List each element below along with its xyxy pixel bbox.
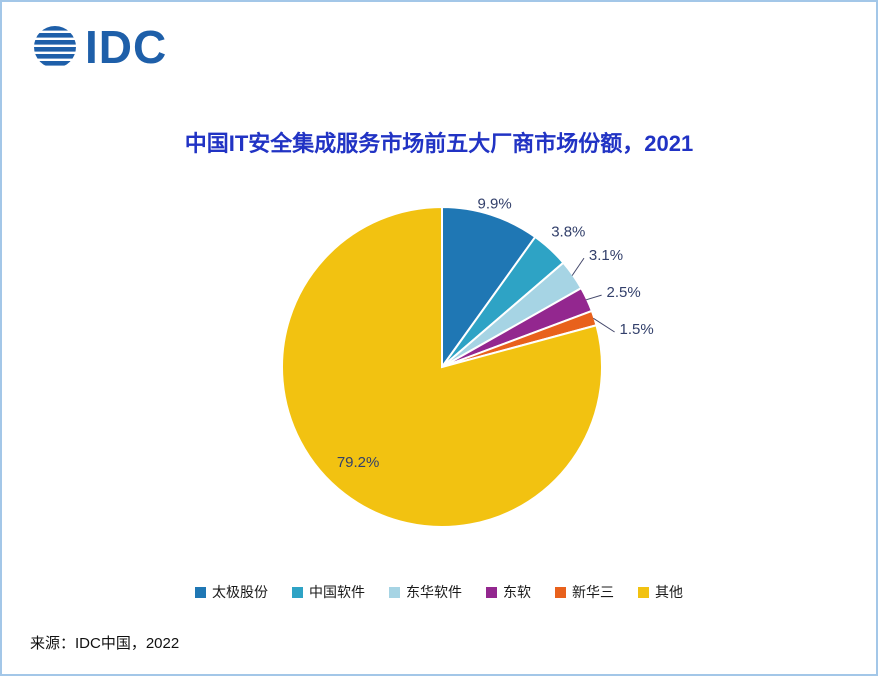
- slice-label-1.5%: 1.5%: [619, 321, 653, 338]
- legend-item-太极股份: 太极股份: [195, 582, 268, 602]
- legend-label: 太极股份: [212, 584, 268, 600]
- slice-label-3.1%: 3.1%: [589, 247, 623, 264]
- legend-label: 其他: [655, 584, 683, 600]
- legend-label: 中国软件: [309, 584, 365, 600]
- idc-globe-icon: [34, 26, 76, 66]
- legend-swatch: [195, 586, 206, 598]
- legend-swatch: [292, 586, 303, 598]
- slice-label-9.9%: 9.9%: [477, 195, 511, 212]
- idc-logo: IDC: [32, 24, 167, 70]
- slice-label-3.8%: 3.8%: [551, 223, 585, 240]
- legend-swatch: [486, 586, 497, 598]
- label-leader-line: [571, 257, 585, 276]
- legend-item-新华三: 新华三: [555, 582, 614, 602]
- legend-swatch: [555, 586, 566, 598]
- legend-label: 东华软件: [406, 584, 462, 600]
- legend-item-东华软件: 东华软件: [389, 582, 462, 602]
- slice-label-79.2%: 79.2%: [337, 454, 380, 471]
- idc-logo-text: IDC: [85, 21, 168, 73]
- legend-item-东软: 东软: [486, 582, 531, 602]
- legend-swatch: [638, 586, 649, 598]
- pie-slice-其他: [280, 205, 603, 528]
- label-leader-line: [585, 294, 602, 301]
- legend-label: 东软: [503, 584, 531, 600]
- legend-label: 新华三: [572, 584, 614, 600]
- label-leader-line: [593, 317, 615, 333]
- legend-item-中国软件: 中国软件: [292, 582, 365, 602]
- slice-label-2.5%: 2.5%: [606, 284, 640, 301]
- legend-swatch: [389, 586, 400, 598]
- pie-slice-太极股份: [441, 205, 537, 371]
- legend-item-其他: 其他: [638, 582, 683, 602]
- source-note: 来源：IDC中国，2022: [30, 635, 180, 652]
- chart-title: 中国IT安全集成服务市场前五大厂商市场份额，2021: [184, 131, 694, 156]
- legend: 太极股份 中国软件 东华软件 东软 新华三 其他: [2, 582, 876, 602]
